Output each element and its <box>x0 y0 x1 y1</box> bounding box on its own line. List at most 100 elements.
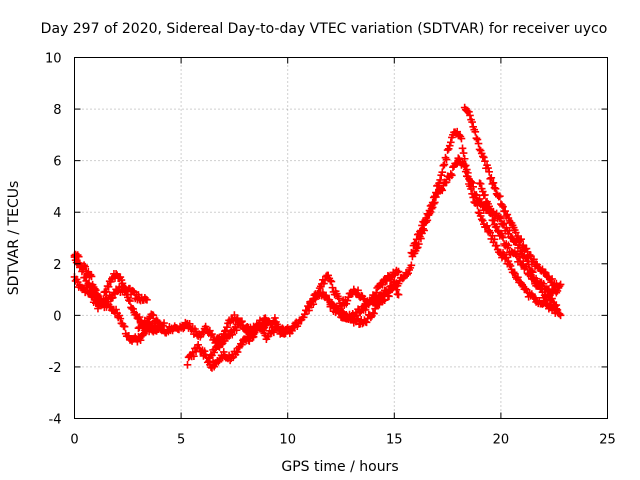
data-points <box>70 103 565 372</box>
data-point <box>271 314 279 322</box>
data-point <box>478 216 487 225</box>
data-point <box>359 294 368 303</box>
grid-lines <box>74 57 608 419</box>
data-point <box>556 311 565 320</box>
data-point <box>489 178 498 187</box>
data-point <box>218 339 227 348</box>
data-point <box>453 159 461 168</box>
series-sat-track-i <box>326 154 565 328</box>
data-point <box>438 186 447 195</box>
data-point <box>442 155 451 164</box>
data-point <box>553 282 562 290</box>
data-point <box>510 269 519 278</box>
data-point <box>245 337 254 345</box>
data-point <box>431 192 439 201</box>
data-point <box>135 313 144 321</box>
data-point <box>529 275 537 283</box>
data-point <box>499 233 507 242</box>
data-point <box>219 348 228 356</box>
data-point <box>299 313 308 322</box>
data-point <box>104 283 113 291</box>
data-point <box>519 241 528 249</box>
data-point <box>125 331 133 340</box>
data-point <box>490 183 499 192</box>
data-point <box>539 279 548 288</box>
data-point <box>120 322 129 331</box>
y-tick-label: 0 <box>53 309 61 324</box>
data-point <box>476 212 485 220</box>
data-point <box>522 244 531 253</box>
data-point <box>416 227 424 236</box>
data-point <box>342 310 351 319</box>
data-point <box>343 296 352 305</box>
data-point <box>223 323 231 331</box>
data-point <box>326 276 335 285</box>
data-point <box>93 290 101 298</box>
data-point <box>535 280 544 289</box>
series-sat-track-k <box>460 103 563 291</box>
y-tick-label: 2 <box>53 258 61 273</box>
data-point <box>102 288 111 296</box>
data-point <box>217 340 226 349</box>
data-point <box>252 325 261 334</box>
data-point <box>116 273 125 281</box>
data-point <box>445 141 454 150</box>
data-point <box>134 324 143 332</box>
series-sat-track-f <box>205 311 271 362</box>
data-point <box>228 330 237 339</box>
data-point <box>424 211 433 219</box>
data-point <box>464 169 472 177</box>
data-point <box>207 331 215 339</box>
data-point <box>468 118 476 126</box>
data-point <box>483 161 491 169</box>
data-point <box>472 191 481 199</box>
data-point <box>444 145 453 153</box>
data-point <box>238 340 246 349</box>
data-point <box>487 174 496 182</box>
y-tick-label: 10 <box>45 52 62 67</box>
data-point <box>478 152 487 161</box>
y-tick-label: -2 <box>49 361 62 376</box>
data-point <box>530 274 538 282</box>
data-point <box>129 287 137 296</box>
data-point <box>81 262 89 271</box>
data-point <box>515 253 523 261</box>
data-point <box>371 292 379 300</box>
data-point <box>506 262 515 270</box>
data-point <box>552 301 561 309</box>
data-point <box>136 336 145 345</box>
data-point <box>371 304 379 313</box>
data-point <box>249 332 258 341</box>
data-point <box>183 361 192 369</box>
data-point <box>378 281 387 289</box>
data-point <box>522 262 531 271</box>
data-point <box>142 327 150 336</box>
data-point <box>481 157 489 165</box>
data-point <box>553 306 562 314</box>
data-point <box>312 292 321 301</box>
data-point <box>381 276 390 284</box>
data-point <box>480 153 488 162</box>
y-axis-tick-labels: -4 -2 0 2 4 6 8 10 <box>45 52 62 428</box>
x-tick-label: 10 <box>279 433 296 448</box>
data-point <box>238 317 246 326</box>
data-point <box>425 206 434 215</box>
data-point <box>210 348 218 357</box>
axis-ticks <box>74 57 608 419</box>
data-point <box>429 193 438 202</box>
data-point <box>233 314 242 323</box>
data-point <box>320 279 328 288</box>
series-sat-track-d <box>134 310 296 347</box>
data-point <box>492 241 501 250</box>
data-point <box>273 320 281 329</box>
data-point <box>117 276 126 284</box>
series-sat-track-h <box>305 266 403 312</box>
data-point <box>462 165 471 174</box>
data-point <box>115 311 124 320</box>
data-point <box>530 255 538 264</box>
data-point <box>525 269 534 278</box>
data-point <box>394 290 403 299</box>
data-point <box>372 289 380 297</box>
data-point <box>446 138 455 147</box>
